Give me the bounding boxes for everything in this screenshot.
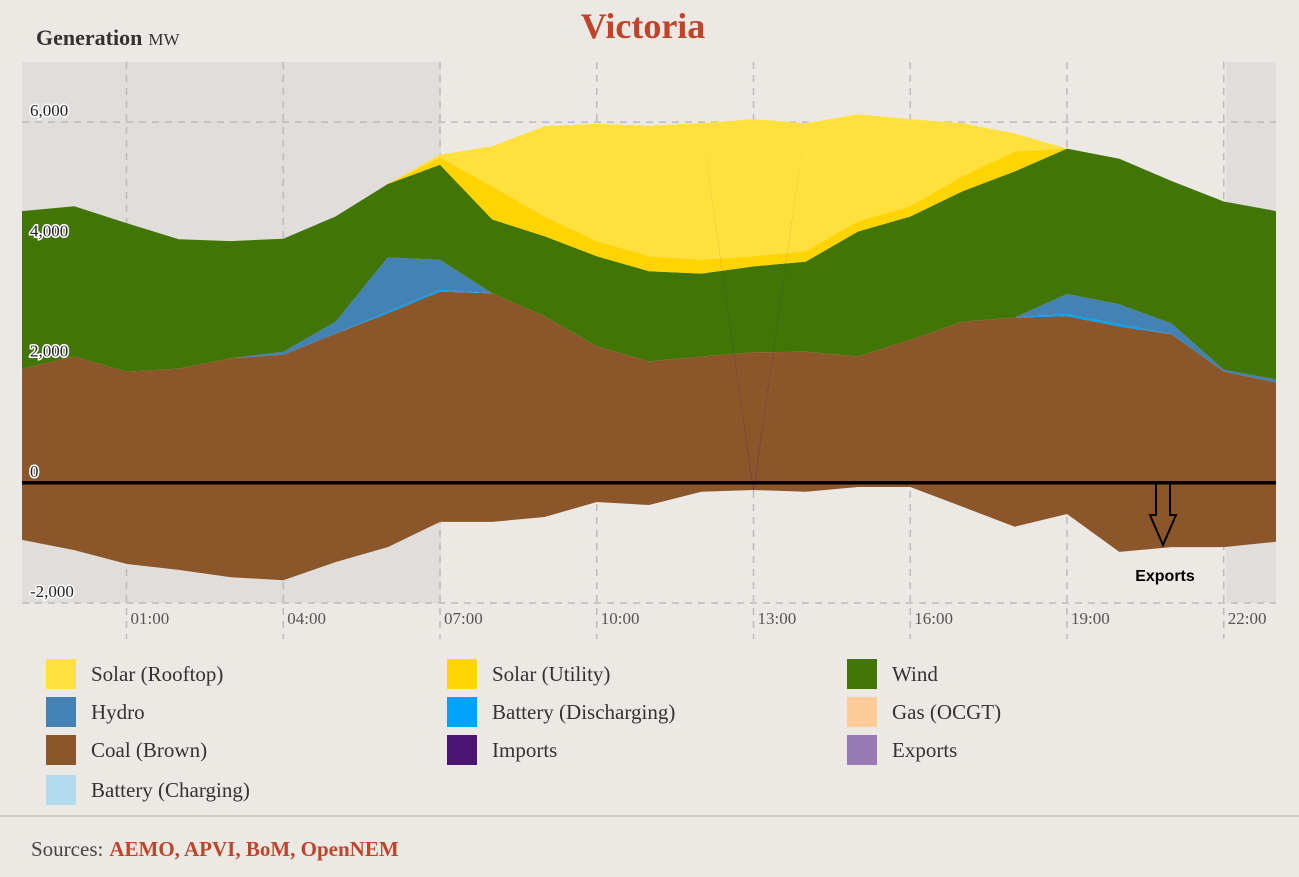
x-tick-label: 10:00 [601, 609, 640, 628]
x-tick-label: 19:00 [1071, 609, 1110, 628]
y-tick-label: 4,000 [30, 221, 68, 240]
x-tick-label: 22:00 [1228, 609, 1267, 628]
chart-title: Victoria [581, 6, 706, 46]
legend-label: Gas (OCGT) [892, 700, 1001, 724]
area [22, 291, 1276, 483]
legend-label: Coal (Brown) [91, 738, 207, 762]
legend-swatch [447, 659, 477, 689]
x-tick-label: 04:00 [287, 609, 326, 628]
y-tick-label: -2,000 [30, 582, 74, 601]
sources: AEMO, APVI, BoM, OpenNEM [109, 837, 399, 861]
legend-swatch [847, 735, 877, 765]
legend-label: Solar (Rooftop) [91, 662, 223, 686]
area [22, 114, 1276, 260]
x-tick-label: 16:00 [914, 609, 953, 628]
x-tick-label: 07:00 [444, 609, 483, 628]
y-tick-label: 2,000 [30, 342, 68, 361]
x-tick-label: 01:00 [131, 609, 170, 628]
legend-swatch [447, 697, 477, 727]
y-axis-title: Generation MW [36, 25, 180, 50]
legend-swatch [847, 697, 877, 727]
legend-swatch [847, 659, 877, 689]
x-tick-label: 13:00 [758, 609, 797, 628]
legend-label: Hydro [91, 700, 145, 724]
y-label: Generation [36, 25, 142, 50]
footer: Sources: AEMO, APVI, BoM, OpenNEM [31, 837, 399, 861]
y-tick-label: 0 [30, 462, 39, 481]
legend-swatch [447, 735, 477, 765]
legend-swatch [46, 775, 76, 805]
source-prefix: Sources: [31, 837, 103, 861]
legend-swatch [46, 735, 76, 765]
legend-label: Wind [892, 662, 938, 686]
area [22, 148, 1276, 274]
legend-label: Battery (Charging) [91, 778, 250, 802]
annotation-arrow [1148, 482, 1178, 548]
legend-label: Solar (Utility) [492, 662, 610, 686]
area [22, 148, 1276, 380]
legend-swatch [46, 659, 76, 689]
legend-swatch [46, 697, 76, 727]
legend-label: Exports [892, 738, 957, 762]
legend-label: Battery (Discharging) [492, 700, 675, 724]
y-tick-label: 6,000 [30, 101, 68, 120]
area [22, 482, 1276, 581]
legend-label: Imports [492, 738, 557, 762]
annotation: Exports [1135, 568, 1195, 585]
y-unit: MW [148, 30, 180, 49]
